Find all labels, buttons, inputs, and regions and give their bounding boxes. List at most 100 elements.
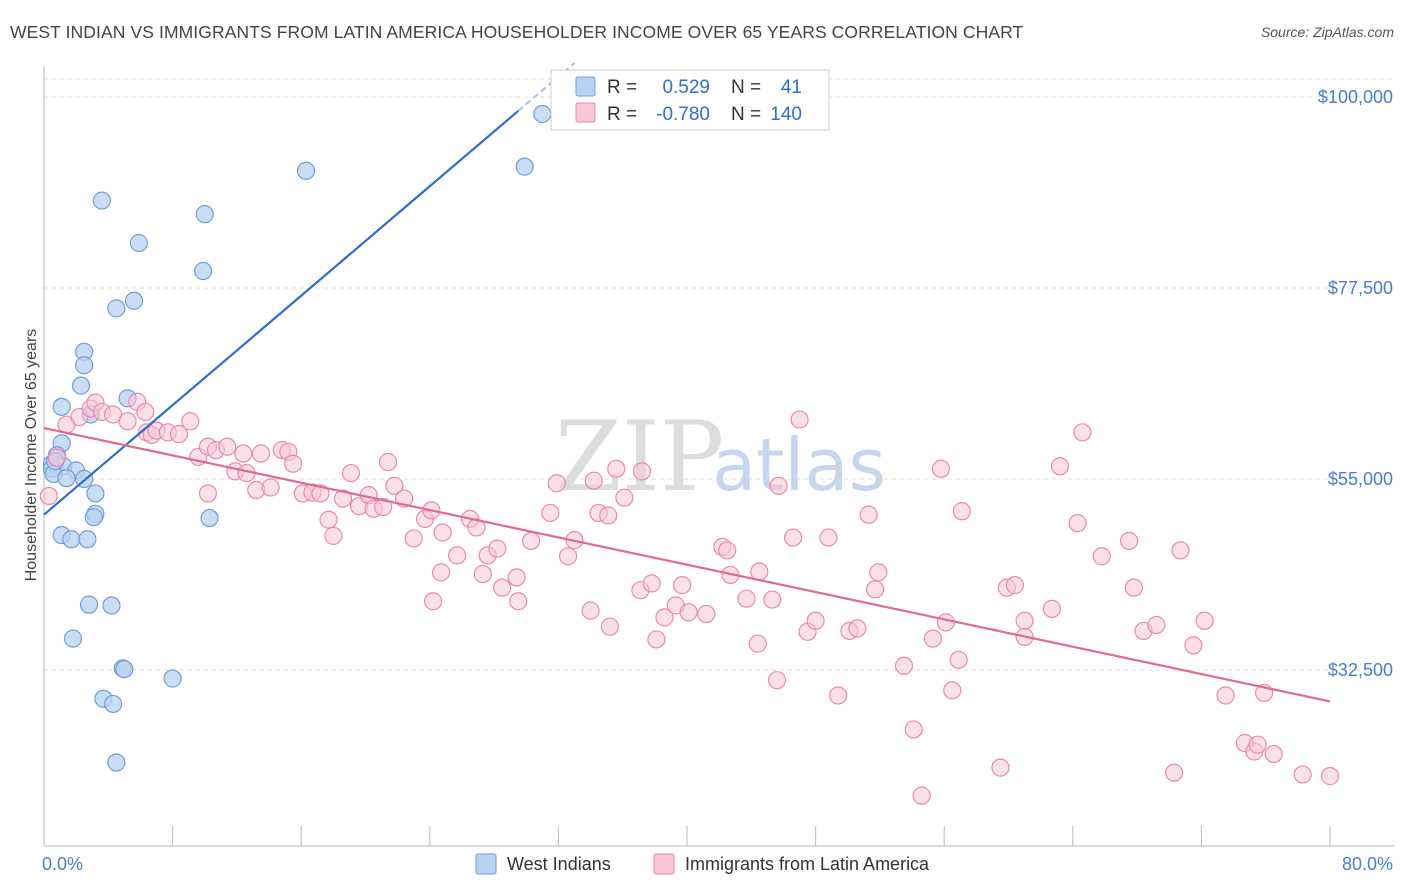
y-tick-label: $55,000: [1328, 469, 1393, 489]
bottom-legend: West Indians Immigrants from Latin Ameri…: [475, 853, 930, 875]
latin-america-point: [324, 526, 343, 545]
west-indians-point: [57, 469, 76, 488]
latin-america-point: [1184, 636, 1203, 655]
west-indians-point: [200, 508, 219, 528]
latin-america-point: [763, 590, 782, 609]
latin-america-point: [1050, 457, 1070, 476]
west-indians-point: [115, 660, 134, 679]
legend-swatch-latin-america: [575, 102, 596, 123]
legend-r-value: -0.780: [656, 104, 710, 125]
latin-america-point: [118, 412, 137, 431]
latin-america-point: [943, 681, 962, 700]
west-indians-point: [62, 530, 81, 549]
west-indians-point: [52, 397, 71, 416]
y-tick-label: $32,500: [1328, 660, 1393, 680]
latin-america-point: [1248, 735, 1267, 754]
west-indians-point: [533, 104, 552, 124]
bottom-legend-west-indians: West Indians: [507, 854, 611, 874]
latin-america-point: [581, 601, 600, 620]
latin-america-point: [319, 510, 338, 529]
latin-america-point: [679, 603, 698, 622]
latin-america-point: [1147, 615, 1166, 635]
latin-america-point: [541, 503, 560, 523]
west-indians-point: [195, 205, 214, 224]
bottom-legend-latin-america: Immigrants from Latin America: [685, 854, 930, 874]
latin-america-point: [341, 463, 361, 483]
latin-america-point: [509, 592, 528, 611]
west-indians-point: [194, 261, 213, 281]
watermark-zip: ZIP: [555, 401, 724, 513]
latin-america-point: [234, 444, 253, 463]
latin-america-point: [936, 613, 955, 632]
latin-america-point: [1073, 423, 1092, 442]
latin-america-point: [385, 476, 404, 495]
latin-america-point: [600, 617, 619, 636]
west-indians-point: [124, 291, 144, 310]
west-indians-point: [104, 694, 123, 714]
chart-title: WEST INDIAN VS IMMIGRANTS FROM LATIN AME…: [10, 22, 1024, 42]
latin-america-point: [521, 531, 541, 551]
west-indians-points: [42, 104, 552, 772]
latin-america-point: [615, 488, 634, 507]
legend: R = 0.529 N = 41 R = -0.780 N = 140: [550, 69, 830, 131]
chart-source: Source: ZipAtlas.com: [1260, 24, 1394, 40]
latin-america-point: [952, 502, 971, 521]
latin-america-point: [750, 562, 769, 581]
legend-n-value: 41: [781, 77, 802, 98]
latin-america-trend-line: [43, 426, 1331, 703]
bottom-legend-swatch-latin-america: [653, 853, 675, 875]
latin-america-point: [819, 528, 838, 547]
legend-r-value: 0.529: [662, 77, 710, 98]
watermark-atlas: atlas: [712, 423, 886, 507]
west-indians-trend-line: [43, 110, 519, 516]
latin-america-point: [218, 437, 237, 456]
latin-america-point: [423, 592, 443, 611]
grid-lines: [44, 78, 1394, 671]
west-indians-point: [86, 484, 105, 503]
legend-r-label: R =: [607, 104, 637, 125]
latin-america-point: [904, 720, 923, 739]
latin-america-point: [894, 656, 914, 675]
legend-n-value: 140: [770, 104, 802, 125]
latin-america-points: [39, 392, 1340, 805]
latin-america-point: [488, 539, 507, 558]
latin-america-point: [378, 452, 398, 472]
west-indians-point: [515, 157, 534, 176]
latin-america-point: [923, 629, 943, 648]
latin-america-point: [558, 547, 578, 566]
latin-america-point: [991, 758, 1010, 777]
latin-america-point: [769, 476, 788, 495]
latin-america-point: [718, 541, 737, 560]
latin-america-point: [507, 568, 526, 587]
west-indians-point: [107, 299, 126, 318]
latin-america-point: [404, 529, 423, 548]
latin-america-point: [1068, 514, 1087, 533]
west-indians-point: [102, 596, 121, 615]
west-indians-point: [78, 530, 97, 549]
latin-america-point: [251, 444, 271, 463]
latin-america-point: [136, 402, 155, 422]
x-tick-label-min: 0.0%: [42, 854, 83, 874]
latin-america-point: [783, 528, 803, 547]
west-indians-point: [79, 595, 99, 614]
latin-america-point: [311, 484, 330, 503]
latin-america-point: [697, 604, 716, 624]
latin-america-point: [1216, 686, 1235, 705]
latin-america-point: [1124, 578, 1143, 597]
latin-america-point: [1015, 611, 1034, 630]
latin-america-point: [1171, 541, 1190, 560]
watermark: ZIP atlas: [555, 401, 886, 513]
latin-america-point: [547, 474, 566, 493]
y-tick-label: $77,500: [1328, 278, 1393, 298]
legend-box: [550, 69, 830, 131]
latin-america-point: [198, 484, 218, 503]
west-indians-point: [163, 669, 182, 688]
latin-america-point: [599, 506, 618, 525]
axes: [43, 66, 1394, 847]
latin-america-point: [333, 489, 353, 508]
latin-america-point: [493, 578, 512, 597]
latin-america-point: [642, 574, 661, 593]
west-indians-point: [129, 233, 148, 253]
latin-america-point: [47, 448, 66, 467]
